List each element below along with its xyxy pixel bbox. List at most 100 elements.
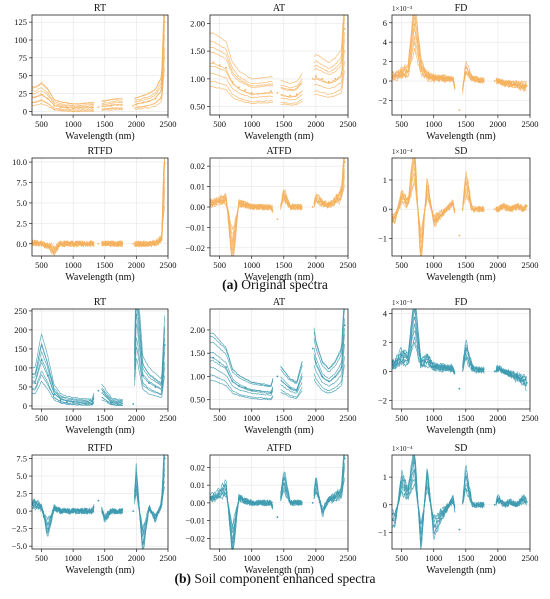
series-line <box>462 175 485 214</box>
data-point <box>65 510 68 513</box>
data-point <box>426 358 429 361</box>
panel-title: ATFD <box>266 443 291 454</box>
x-tick-label: 2000 <box>128 413 145 423</box>
data-point <box>270 90 272 93</box>
plot-frame <box>209 14 349 116</box>
y-tick-label: 1 <box>383 175 387 185</box>
data-point <box>509 501 512 503</box>
data-point <box>419 537 422 539</box>
data-point <box>426 75 429 78</box>
series-line <box>134 454 165 550</box>
x-tick-label: 1500 <box>275 553 292 563</box>
data-point <box>525 84 528 87</box>
y-tick-label: 2.00 <box>190 18 205 28</box>
x-axis-label: Wavelength (nm) <box>65 425 134 436</box>
data-point <box>458 109 461 112</box>
x-tick-label: 2500 <box>160 119 177 129</box>
series-line <box>313 308 345 372</box>
x-tick-label: 500 <box>395 260 408 270</box>
data-point <box>154 386 157 388</box>
x-tick-label: 2500 <box>340 260 357 270</box>
y-tick-label: 0.50 <box>190 102 205 112</box>
data-point <box>432 219 435 222</box>
series-line <box>101 108 123 112</box>
x-tick-label: 1500 <box>96 553 113 563</box>
data-point <box>218 493 221 495</box>
series-line <box>134 14 165 100</box>
data-point <box>132 510 135 513</box>
y-tick-label: 0 <box>23 106 27 116</box>
series-line <box>134 34 165 105</box>
data-point <box>334 496 337 499</box>
series-line <box>462 344 485 373</box>
series-line <box>313 464 345 511</box>
data-point <box>503 503 506 506</box>
data-point <box>407 202 409 205</box>
panel-a-fd: 500 1000 1500 2000 2500 −2 0 2 4 6 FD Wavelength (n… <box>378 3 539 142</box>
data-point <box>343 27 346 30</box>
series-line <box>209 51 274 89</box>
data-point <box>132 242 135 245</box>
series-line <box>280 387 303 398</box>
y-tick-label: 0.02 <box>190 462 205 472</box>
caption-b-text: Soil component enhanced spectra <box>191 571 376 586</box>
data-point <box>270 391 272 394</box>
data-point <box>250 389 253 392</box>
data-point <box>135 478 138 481</box>
x-axis-label: Wavelength (nm) <box>426 272 495 283</box>
data-point <box>141 242 144 245</box>
data-point <box>334 199 337 202</box>
data-point <box>250 206 253 208</box>
series-line <box>101 104 123 108</box>
data-point <box>522 84 525 87</box>
data-point <box>212 61 215 64</box>
data-point <box>276 375 279 378</box>
data-point <box>276 91 279 94</box>
y-tick-label: −1 <box>378 527 387 537</box>
caption-a: (a) Original spectra <box>0 277 550 293</box>
series-line <box>462 464 485 509</box>
x-tick-label: 2000 <box>489 119 506 129</box>
x-tick-label: 1500 <box>96 413 113 423</box>
series-line <box>209 379 274 401</box>
x-tick-label: 1500 <box>275 413 292 423</box>
data-point <box>135 313 138 316</box>
data-point <box>295 501 298 504</box>
data-point <box>46 374 49 377</box>
series-line <box>134 14 165 103</box>
scale-note: 1×10⁻³ <box>392 5 412 13</box>
x-tick-label: 1500 <box>457 119 474 129</box>
data-point <box>315 75 317 78</box>
caption-b: (b) Soil component enhanced spectra <box>0 571 550 587</box>
data-point <box>103 517 106 520</box>
series-line <box>31 87 95 107</box>
y-tick-label: 0.01 <box>190 182 205 192</box>
data-point <box>458 528 461 531</box>
y-tick-label: 25 <box>19 89 28 99</box>
x-tick-label: 2000 <box>489 413 506 423</box>
data-point <box>522 498 525 501</box>
data-point <box>225 66 227 69</box>
data-point <box>91 510 93 513</box>
data-point <box>154 97 157 100</box>
data-point <box>295 93 298 96</box>
x-tick-label: 2500 <box>522 119 539 129</box>
series-line <box>313 14 345 73</box>
panel-title: RT <box>94 297 106 308</box>
series-line <box>280 81 303 90</box>
y-tick-label: 2.5 <box>16 218 27 228</box>
y-tick-label: 0 <box>383 366 387 376</box>
x-tick-label: 2500 <box>522 553 539 563</box>
data-point <box>503 82 506 84</box>
series-line <box>31 344 95 401</box>
data-point <box>289 94 292 97</box>
data-point <box>40 359 43 362</box>
data-point <box>225 487 227 490</box>
series-line <box>209 352 274 393</box>
data-point <box>276 218 279 221</box>
data-point <box>407 492 409 495</box>
data-point <box>244 500 247 503</box>
x-tick-label: 2000 <box>128 119 145 129</box>
plot-frame <box>391 308 531 410</box>
